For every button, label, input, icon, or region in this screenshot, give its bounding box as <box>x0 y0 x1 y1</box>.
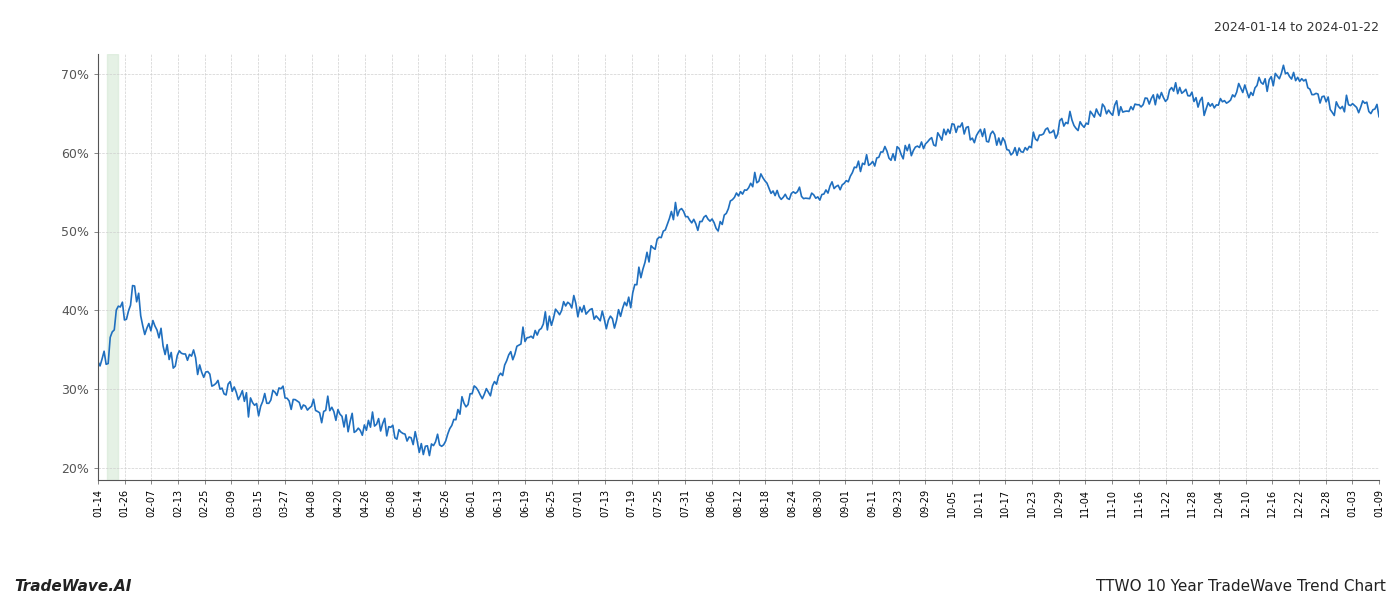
Text: 2024-01-14 to 2024-01-22: 2024-01-14 to 2024-01-22 <box>1214 21 1379 34</box>
Bar <box>108 54 118 480</box>
Text: TradeWave.AI: TradeWave.AI <box>14 579 132 594</box>
Text: TTWO 10 Year TradeWave Trend Chart: TTWO 10 Year TradeWave Trend Chart <box>1096 579 1386 594</box>
